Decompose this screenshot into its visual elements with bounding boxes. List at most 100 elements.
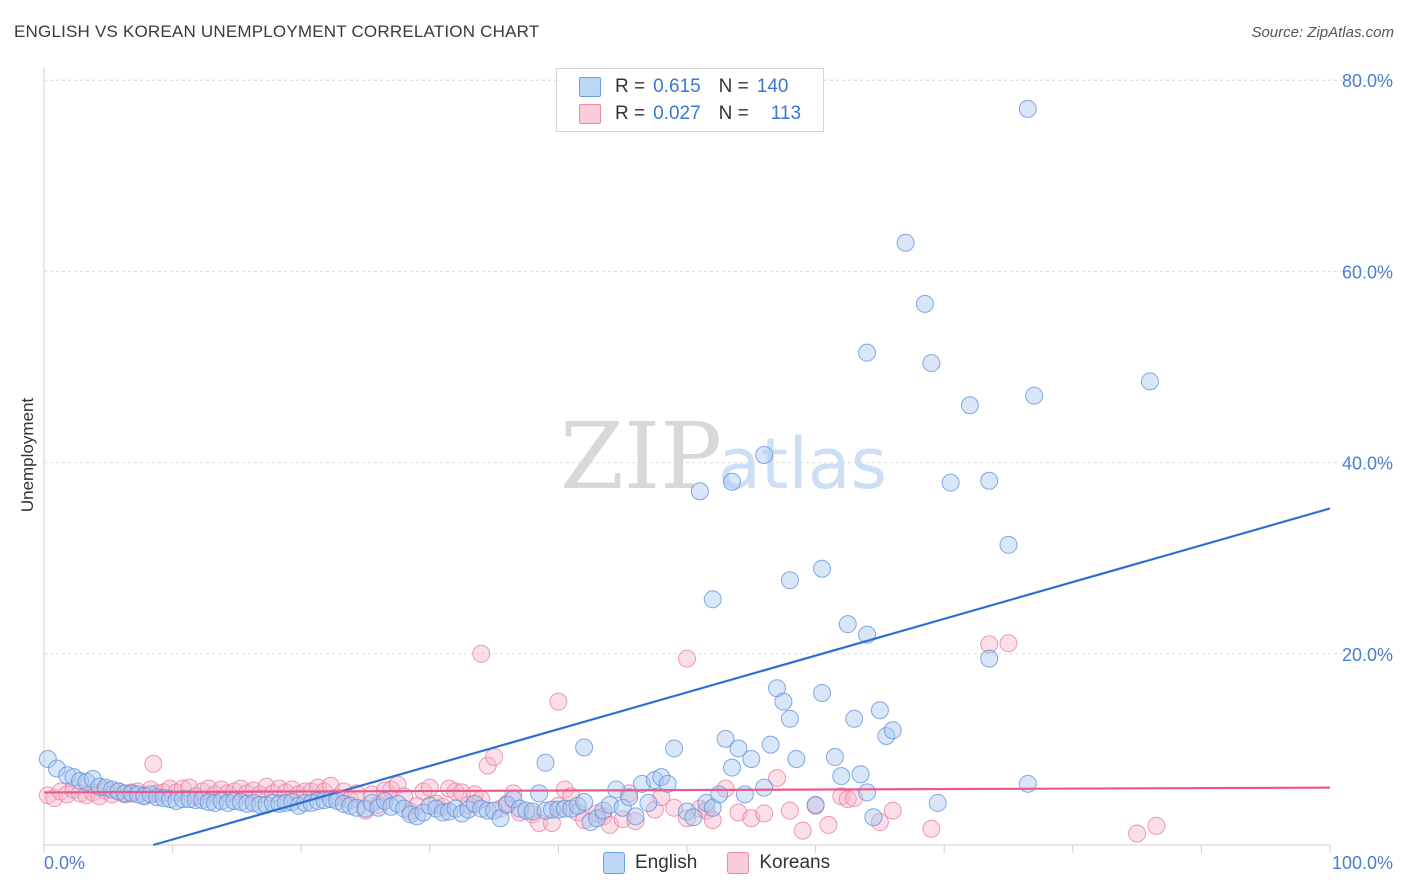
- watermark: ZIP atlas: [560, 403, 887, 510]
- english-point: [960, 396, 979, 415]
- y-tick-label: 40.0%: [1342, 454, 1393, 474]
- english-point: [47, 759, 66, 778]
- english-point: [780, 709, 799, 728]
- english-point: [238, 794, 257, 813]
- english-point: [825, 748, 844, 767]
- koreans-point: [472, 644, 491, 663]
- english-point: [620, 788, 639, 807]
- legend-r-label: R =: [615, 103, 646, 124]
- english-point: [806, 795, 825, 814]
- english-point: [716, 729, 735, 748]
- x-tick-label: 100.0%: [1332, 853, 1393, 873]
- english-point: [536, 801, 555, 820]
- koreans-point: [838, 790, 857, 809]
- y-tick-label: 60.0%: [1342, 262, 1393, 282]
- english-point: [1018, 99, 1037, 118]
- english-point: [665, 739, 684, 758]
- english-point: [575, 738, 594, 757]
- legend-item-english[interactable]: English: [603, 852, 697, 874]
- legend-english-label: English: [635, 852, 698, 873]
- koreans-point: [144, 754, 163, 773]
- english-point: [729, 739, 748, 758]
- english-point: [587, 809, 606, 828]
- english-point: [161, 790, 180, 809]
- tick-labels: 20.0% 40.0% 60.0% 80.0% 0.0% 100.0%: [44, 71, 1393, 873]
- english-point: [517, 801, 536, 820]
- english-point: [832, 767, 851, 786]
- english-point: [915, 294, 934, 313]
- legend-r-label: R =: [615, 76, 646, 97]
- english-point: [83, 770, 102, 789]
- english-point: [858, 343, 877, 362]
- english-point: [999, 535, 1018, 554]
- koreans-point: [703, 811, 722, 830]
- koreans-point: [678, 809, 696, 828]
- legend-row-english: R = 0.615 N = 140: [579, 75, 788, 99]
- english-point: [639, 793, 658, 812]
- english-point: [690, 482, 709, 501]
- english-point: [928, 793, 947, 812]
- english-point: [735, 785, 754, 804]
- legend-swatch-koreans: [579, 104, 601, 124]
- koreans-point: [549, 692, 568, 711]
- english-point: [780, 571, 799, 590]
- english-point: [218, 793, 237, 812]
- english-point: [980, 471, 999, 490]
- english-point: [980, 649, 999, 668]
- english-point: [173, 790, 192, 809]
- english-point: [542, 800, 561, 819]
- english-point: [613, 798, 632, 817]
- legend-row-koreans: R = 0.027 N = 113: [579, 102, 801, 126]
- koreans-point: [678, 649, 696, 668]
- english-point: [761, 735, 780, 754]
- english-point: [864, 808, 883, 827]
- legend-n-value: 113: [770, 103, 802, 124]
- koreans-point: [504, 784, 523, 803]
- english-point: [231, 792, 250, 811]
- chart-source: Source: ZipAtlas.com: [1251, 24, 1394, 41]
- koreans-point: [420, 778, 439, 797]
- english-point: [128, 785, 147, 804]
- english-point: [341, 796, 360, 815]
- koreans-trend-line: [43, 786, 1331, 794]
- english-point: [813, 683, 832, 702]
- english-point: [523, 802, 542, 821]
- english-point: [116, 784, 135, 803]
- english-point: [755, 445, 774, 464]
- english-point: [703, 590, 722, 609]
- english-swatch: [603, 852, 625, 874]
- chart-title: ENGLISH VS KOREAN UNEMPLOYMENT CORRELATI…: [14, 22, 540, 41]
- y-tick-label: 80.0%: [1342, 71, 1393, 91]
- english-point: [858, 783, 877, 802]
- grid-lines: [44, 79, 1393, 655]
- trend-lines: [43, 507, 1331, 847]
- english-point: [575, 792, 594, 811]
- legend-item-koreans[interactable]: Koreans: [727, 852, 830, 874]
- koreans-point: [1128, 824, 1147, 843]
- english-point: [774, 692, 793, 711]
- english-point: [922, 354, 941, 373]
- english-point: [838, 615, 857, 634]
- english-point: [851, 765, 870, 784]
- english-point: [38, 749, 57, 768]
- koreans-point: [922, 819, 941, 838]
- english-point: [845, 709, 864, 728]
- legend-r-value: 0.615: [653, 76, 701, 97]
- english-point: [684, 808, 703, 827]
- english-point: [652, 768, 671, 787]
- english-points: [38, 99, 1159, 832]
- axes: [43, 68, 1331, 853]
- english-point: [870, 701, 889, 720]
- english-point: [813, 559, 832, 578]
- koreans-point: [999, 634, 1018, 653]
- koreans-point: [780, 801, 799, 820]
- english-point: [206, 793, 225, 812]
- english-point: [180, 790, 199, 809]
- koreans-point: [768, 769, 787, 788]
- series-legend: English Koreans: [603, 852, 860, 874]
- koreans-point: [626, 812, 645, 831]
- english-point: [755, 778, 774, 797]
- english-point: [941, 473, 960, 492]
- x-tick-label: 0.0%: [44, 853, 85, 873]
